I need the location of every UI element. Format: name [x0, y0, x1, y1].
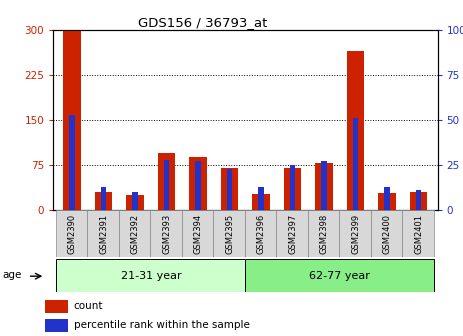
FancyBboxPatch shape: [150, 210, 182, 257]
Text: GDS156 / 36793_at: GDS156 / 36793_at: [138, 16, 267, 29]
Text: GSM2394: GSM2394: [194, 213, 203, 254]
Bar: [132, 192, 138, 210]
Text: 62-77 year: 62-77 year: [309, 270, 370, 281]
Bar: [69, 115, 75, 210]
FancyBboxPatch shape: [87, 210, 119, 257]
Text: percentile rank within the sample: percentile rank within the sample: [74, 320, 250, 330]
FancyBboxPatch shape: [371, 210, 402, 257]
Text: GSM2390: GSM2390: [68, 213, 77, 254]
Bar: [353, 118, 358, 210]
Bar: [290, 165, 295, 210]
Bar: [227, 169, 232, 210]
Bar: [378, 193, 396, 210]
FancyBboxPatch shape: [245, 259, 434, 292]
Text: GSM2391: GSM2391: [99, 213, 108, 254]
FancyBboxPatch shape: [339, 210, 371, 257]
Text: GSM2393: GSM2393: [162, 213, 171, 254]
Text: age: age: [3, 270, 22, 280]
Bar: [321, 162, 327, 210]
FancyBboxPatch shape: [56, 259, 245, 292]
Bar: [315, 163, 333, 210]
FancyBboxPatch shape: [402, 210, 434, 257]
Text: GSM2399: GSM2399: [351, 213, 360, 254]
Bar: [195, 162, 201, 210]
Text: GSM2397: GSM2397: [288, 213, 297, 254]
Bar: [347, 51, 364, 210]
Bar: [221, 168, 238, 210]
FancyBboxPatch shape: [182, 210, 213, 257]
Bar: [384, 186, 390, 210]
Text: GSM2396: GSM2396: [257, 213, 266, 254]
Bar: [252, 194, 270, 210]
Bar: [126, 195, 144, 210]
Bar: [63, 30, 81, 210]
Bar: [189, 157, 207, 210]
FancyBboxPatch shape: [213, 210, 245, 257]
FancyBboxPatch shape: [119, 210, 150, 257]
Bar: [45, 300, 68, 313]
Bar: [95, 192, 113, 210]
FancyBboxPatch shape: [276, 210, 308, 257]
Text: GSM2400: GSM2400: [382, 213, 392, 254]
Bar: [258, 186, 264, 210]
Text: 21-31 year: 21-31 year: [120, 270, 181, 281]
Bar: [164, 160, 169, 210]
Bar: [284, 168, 301, 210]
Bar: [416, 190, 421, 210]
Bar: [101, 186, 106, 210]
FancyBboxPatch shape: [245, 210, 276, 257]
Text: count: count: [74, 301, 103, 311]
Text: GSM2395: GSM2395: [225, 213, 234, 254]
Bar: [45, 319, 68, 332]
Text: GSM2398: GSM2398: [319, 213, 329, 254]
FancyBboxPatch shape: [56, 210, 87, 257]
Bar: [410, 192, 427, 210]
Text: GSM2392: GSM2392: [131, 213, 140, 254]
Text: GSM2401: GSM2401: [414, 213, 423, 254]
FancyBboxPatch shape: [308, 210, 339, 257]
Bar: [158, 153, 175, 210]
